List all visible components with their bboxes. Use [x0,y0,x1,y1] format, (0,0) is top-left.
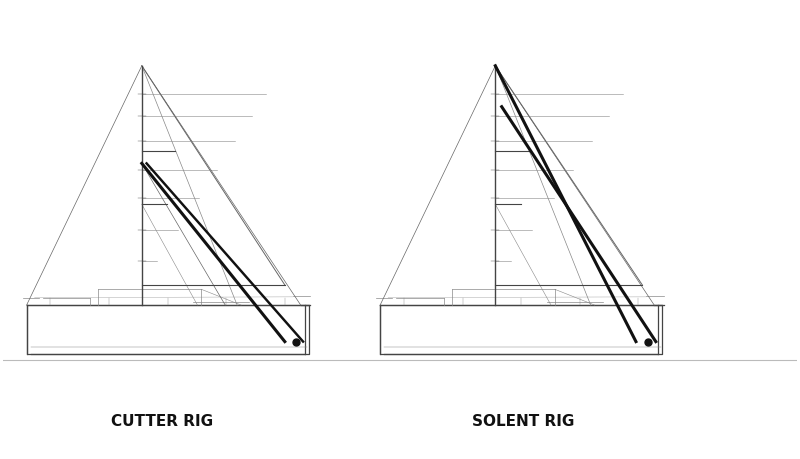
Polygon shape [380,305,662,353]
Polygon shape [452,289,555,305]
Text: SOLENT RIG: SOLENT RIG [472,414,574,429]
Polygon shape [495,66,642,285]
Polygon shape [142,66,285,285]
Polygon shape [26,305,309,353]
Text: CUTTER RIG: CUTTER RIG [110,414,213,429]
Polygon shape [98,289,202,305]
